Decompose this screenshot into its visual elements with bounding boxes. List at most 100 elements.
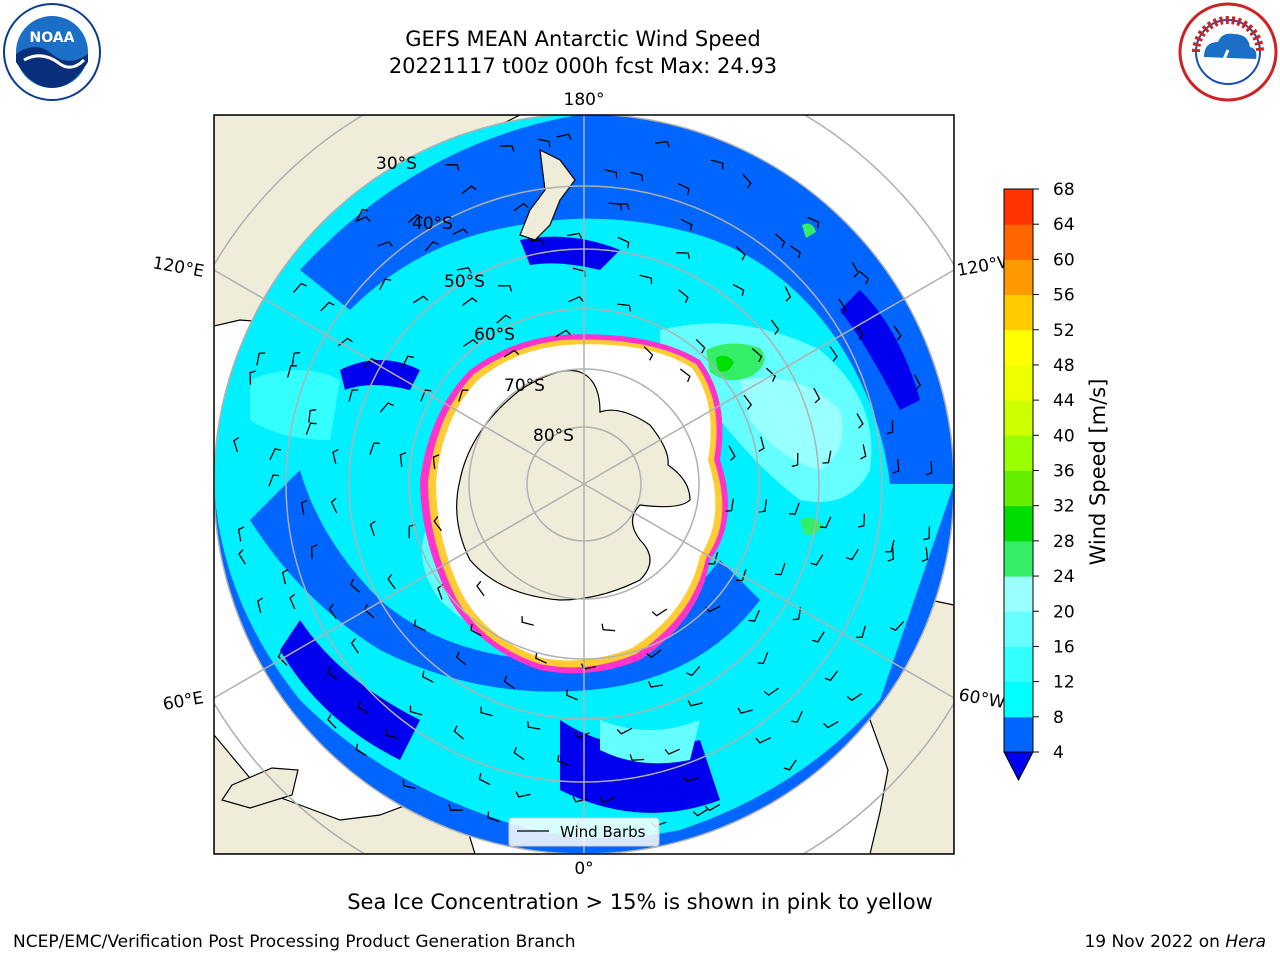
colorbar-segment [1004,716,1033,753]
madagascar-landmass [221,767,299,809]
wind-barb [327,714,337,729]
wind-barb [886,420,894,435]
wind-barb [420,389,432,402]
colorbar-segment [1004,329,1033,366]
wind-barb [350,638,359,654]
wind-barb [728,445,736,461]
noaa-logo: NOAA [3,3,101,101]
wind-barb [456,651,467,666]
wind-barb [646,649,662,659]
colorbar-tick-label: 16 [1053,637,1075,657]
wind-barb [651,608,668,617]
wind-barb [574,732,590,739]
wind-barb [823,721,839,729]
wind-barb [889,621,905,632]
wind-barb [496,314,512,324]
wind-barb [682,776,699,783]
wind-barb [421,670,434,683]
wind-barb [810,554,824,566]
colorbar-segment [1004,189,1033,225]
wind-barb [409,705,423,716]
wind-barb [708,552,719,565]
wind-barb [503,675,515,690]
wind-barb [453,725,465,740]
wind-barb [893,325,902,341]
wind-barb [357,701,369,715]
wind-barb [676,252,691,260]
wind-barb [791,452,799,468]
wind-barb [355,216,371,223]
wind-barb [921,547,929,563]
wind-barb [643,346,654,361]
wind-barb [480,706,493,717]
wind-barb [812,631,825,643]
wind-barb [281,569,289,585]
colorbar-tick-label: 8 [1053,708,1064,728]
wind-barb [735,246,746,261]
wind-barb [687,700,703,707]
colorbar-tick-label: 44 [1053,391,1075,411]
wind-barb [565,689,579,701]
nws-logo [1178,2,1278,102]
wind-barb [402,779,416,790]
wind-barb [291,351,301,366]
wind-barb [461,185,477,195]
wind-barb [305,422,317,435]
lat-label-80s: 80°S [533,426,574,446]
wind-barb [385,729,399,739]
wind-barb [655,140,670,148]
wind-barb [407,213,423,223]
wind-barb [476,580,485,597]
wind-barb [249,370,256,385]
wind-barb [851,262,860,278]
wind-barb [887,547,895,562]
colorbar-tick-label: 52 [1053,321,1075,341]
wind-barb [401,355,414,368]
wind-barb [233,436,240,453]
wind-barb [892,458,900,474]
wind-barb [462,297,478,306]
lon-label-0: 0° [574,859,593,879]
wind-barb [857,513,866,528]
wind-barbs [233,133,933,833]
wind-barb [424,241,439,252]
wind-barb [369,442,380,455]
wind-barb [757,651,769,665]
wind-barb [478,773,491,786]
wind-barb [503,349,520,358]
wind-barb [822,450,832,464]
wind-barb [456,266,472,274]
wind-barb [664,748,680,755]
wind-barb [775,563,786,576]
wind-barb [692,808,709,817]
lat-label-50s: 50°S [444,272,485,292]
wind-barb [732,283,745,297]
legend-label: Wind Barbs [560,823,646,841]
wind-barb [784,286,792,302]
wind-barb [630,171,644,182]
wind-barb [363,357,378,369]
wind-barb [770,319,780,335]
wind-barb [355,743,367,757]
wind-barb [237,526,245,542]
wind-barb [737,707,753,714]
wind-barb [268,474,280,487]
colorbar-segment [1004,364,1033,401]
colorbar-segment [1004,224,1033,260]
wind-barb [824,670,839,682]
lon-label-60e: 60°E [161,688,205,715]
wind-barb [885,539,895,553]
wind-barb [604,169,618,179]
colorbar-segment [1004,681,1033,718]
wind-barb [470,624,482,637]
map-area: 30°S 40°S 50°S 60°S 70°S 80°S Wind Barbs [214,115,954,854]
wind-barb [529,239,545,246]
wind-barb [537,138,551,148]
wind-barb [462,338,479,348]
wind-barb [807,216,820,229]
wind-barb [445,164,460,171]
wind-barb [758,499,768,513]
lat-label-70s: 70°S [504,376,545,396]
colorbar-segment [1004,646,1033,683]
